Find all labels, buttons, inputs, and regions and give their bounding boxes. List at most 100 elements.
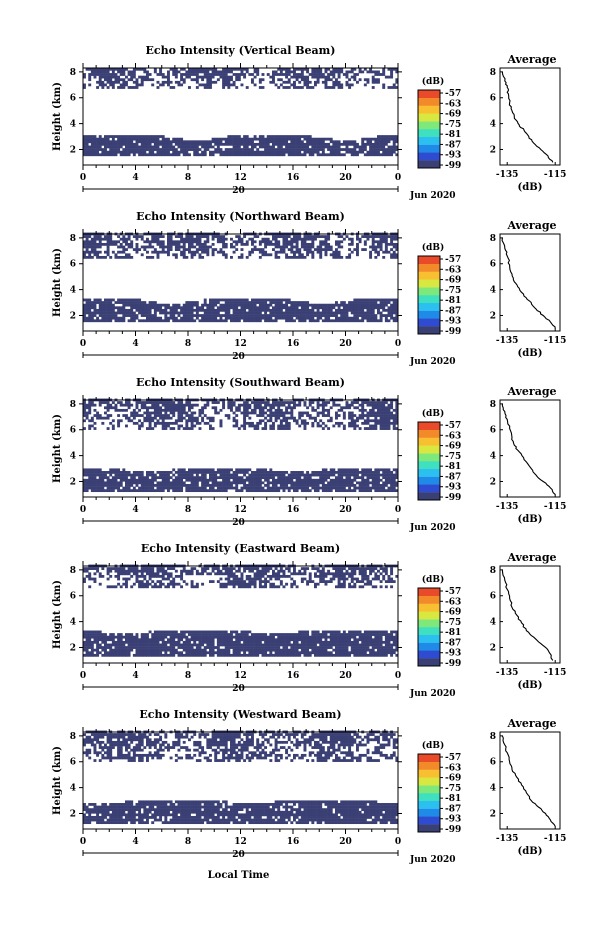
echo-cell [382, 240, 386, 244]
echo-cell [222, 142, 226, 146]
echo-cell [132, 481, 136, 485]
echo-cell [237, 75, 241, 79]
echo-cell [180, 83, 184, 87]
echo-cell [198, 148, 202, 151]
echo-cell [272, 476, 275, 480]
echo-cell [98, 414, 102, 417]
echo-cell [369, 411, 373, 415]
echo-cell [146, 419, 149, 423]
echo-cell [382, 484, 386, 487]
echo-cell [153, 250, 157, 254]
echo-cell [114, 484, 118, 487]
echo-cell [335, 308, 338, 312]
echo-cell [109, 242, 113, 246]
echo-cell [219, 424, 223, 428]
echo-cell [379, 237, 383, 241]
echo-cell [285, 235, 289, 238]
echo-cell [256, 484, 260, 487]
echo-cell [167, 235, 170, 238]
echo-cell [251, 248, 254, 251]
echo-cell [146, 481, 149, 485]
echo-cell [272, 298, 275, 302]
echo-cell [374, 245, 378, 249]
echo-cell [101, 75, 105, 79]
echo-cell [316, 245, 320, 249]
echo-cell [156, 308, 160, 312]
echo-cell [382, 145, 386, 149]
echo-cell [90, 314, 94, 317]
echo-cell [361, 473, 365, 477]
echo-cell [269, 414, 273, 417]
echo-cell [143, 314, 147, 317]
echo-cell [366, 427, 370, 430]
echo-cell [146, 135, 149, 138]
echo-cell [101, 401, 105, 404]
echo-cell [224, 316, 228, 320]
colorbar-segment [418, 97, 440, 106]
echo-cell [319, 240, 323, 244]
echo-cell [83, 486, 86, 490]
echo-cell [106, 242, 110, 246]
echo-cell [311, 245, 315, 249]
echo-cell [311, 473, 315, 477]
echo-cell [295, 67, 299, 71]
echo-cell [164, 408, 168, 412]
echo-cell [253, 301, 257, 304]
echo-cell [374, 471, 378, 474]
echo-cell [125, 150, 128, 154]
echo-cell [109, 237, 113, 241]
echo-cell [182, 308, 186, 312]
echo-cell [232, 306, 236, 310]
echo-cell [384, 421, 388, 425]
echo-cell [227, 478, 231, 482]
echo-cell [237, 481, 241, 485]
echo-cell [114, 471, 118, 474]
echo-cell [195, 403, 199, 407]
echo-cell [332, 401, 336, 404]
echo-cell [245, 145, 249, 149]
echo-cell [85, 648, 89, 652]
echo-cell [356, 235, 359, 238]
echo-cell [177, 245, 181, 249]
echo-cell [114, 478, 118, 482]
echo-cell [143, 245, 147, 249]
echo-cell [230, 476, 233, 480]
echo-cell [132, 142, 136, 146]
echo-cell [282, 67, 286, 71]
echo-cell [93, 73, 97, 76]
echo-cell [324, 408, 328, 412]
echo-cell [277, 401, 281, 404]
echo-cell [130, 142, 134, 146]
echo-cell [140, 83, 144, 87]
echo-cell [390, 303, 394, 307]
echo-cell [167, 145, 170, 149]
echo-cell [143, 476, 147, 480]
echo-cell [272, 142, 275, 146]
echo-cell [261, 308, 265, 312]
echo-cell [335, 140, 338, 144]
echo-cell [361, 471, 365, 474]
echo-cell [245, 314, 249, 317]
echo-cell [117, 308, 121, 312]
echo-cell [261, 401, 265, 404]
echo-cell [324, 308, 328, 312]
echo-cell [321, 408, 325, 412]
echo-cell [85, 646, 89, 649]
echo-cell [172, 427, 176, 430]
echo-cell [156, 240, 160, 244]
echo-cell [329, 86, 333, 89]
x-tick-label: 8 [185, 505, 191, 515]
echo-cell [169, 308, 173, 312]
echo-cell [387, 148, 391, 151]
echo-cell [143, 416, 147, 420]
echo-cell [327, 419, 331, 423]
echo-cell [182, 153, 186, 157]
echo-cell [395, 314, 399, 317]
echo-cell [300, 237, 304, 241]
echo-cell [382, 255, 386, 259]
echo-cell [172, 414, 176, 417]
echo-cell [342, 301, 346, 304]
echo-cell [235, 478, 239, 482]
echo-cell [101, 319, 105, 323]
echo-cell [366, 473, 370, 477]
